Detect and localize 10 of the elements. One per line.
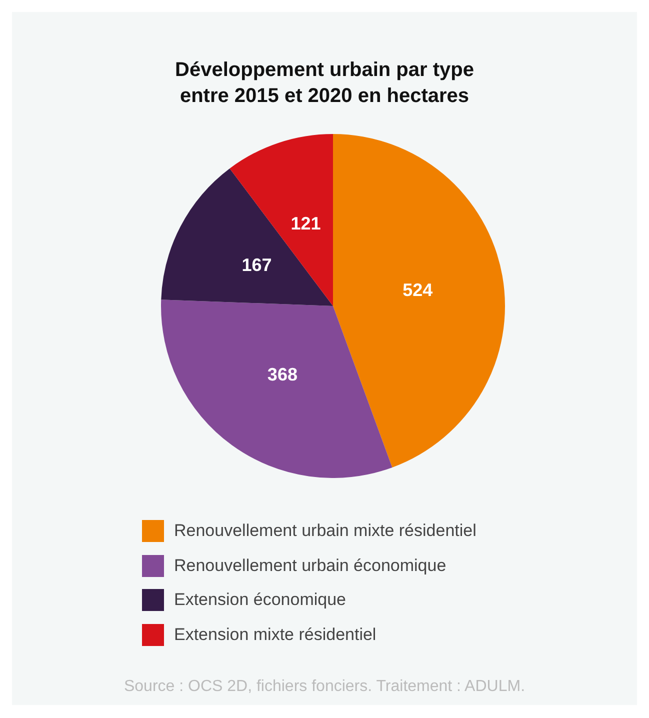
data-label: 167 [242, 255, 272, 276]
legend-label: Renouvellement urbain économique [174, 556, 446, 576]
data-label: 121 [290, 213, 321, 234]
data-label: 368 [267, 364, 298, 385]
legend-label: Renouvellement urbain mixte résidentiel [174, 521, 476, 542]
chart-title: Développement urbain par type entre 2015 et 2020 en hectares [174, 58, 475, 109]
source-note: Source : OCS 2D, fichiers fonciers. Traitement : ADULM. [122, 678, 526, 696]
legend-label: Extension mixte résidentiel [174, 624, 376, 645]
legend-label: Extension économique [174, 590, 346, 610]
data-label: 524 [402, 280, 433, 300]
